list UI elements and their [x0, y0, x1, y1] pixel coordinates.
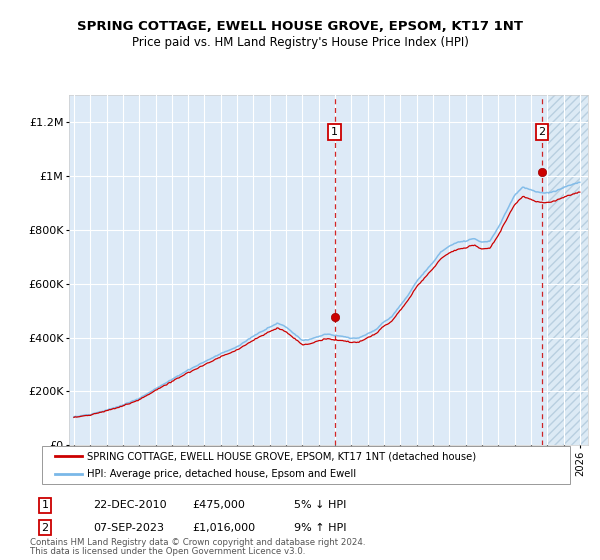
Bar [547, 95, 588, 445]
Text: 2: 2 [538, 127, 545, 137]
Text: £475,000: £475,000 [192, 500, 245, 510]
Text: 2: 2 [41, 522, 49, 533]
Text: 5% ↓ HPI: 5% ↓ HPI [294, 500, 346, 510]
Text: 9% ↑ HPI: 9% ↑ HPI [294, 522, 347, 533]
Text: HPI: Average price, detached house, Epsom and Ewell: HPI: Average price, detached house, Epso… [87, 469, 356, 479]
Bar [547, 95, 588, 445]
Text: 07-SEP-2023: 07-SEP-2023 [93, 522, 164, 533]
Text: 1: 1 [331, 127, 338, 137]
Text: £1,016,000: £1,016,000 [192, 522, 255, 533]
Text: Price paid vs. HM Land Registry's House Price Index (HPI): Price paid vs. HM Land Registry's House … [131, 36, 469, 49]
Text: This data is licensed under the Open Government Licence v3.0.: This data is licensed under the Open Gov… [30, 548, 305, 557]
FancyBboxPatch shape [42, 446, 570, 484]
Text: 1: 1 [41, 500, 49, 510]
Text: Contains HM Land Registry data © Crown copyright and database right 2024.: Contains HM Land Registry data © Crown c… [30, 539, 365, 548]
Text: 22-DEC-2010: 22-DEC-2010 [93, 500, 167, 510]
Text: SPRING COTTAGE, EWELL HOUSE GROVE, EPSOM, KT17 1NT (detached house): SPRING COTTAGE, EWELL HOUSE GROVE, EPSOM… [87, 451, 476, 461]
Text: SPRING COTTAGE, EWELL HOUSE GROVE, EPSOM, KT17 1NT: SPRING COTTAGE, EWELL HOUSE GROVE, EPSOM… [77, 20, 523, 32]
